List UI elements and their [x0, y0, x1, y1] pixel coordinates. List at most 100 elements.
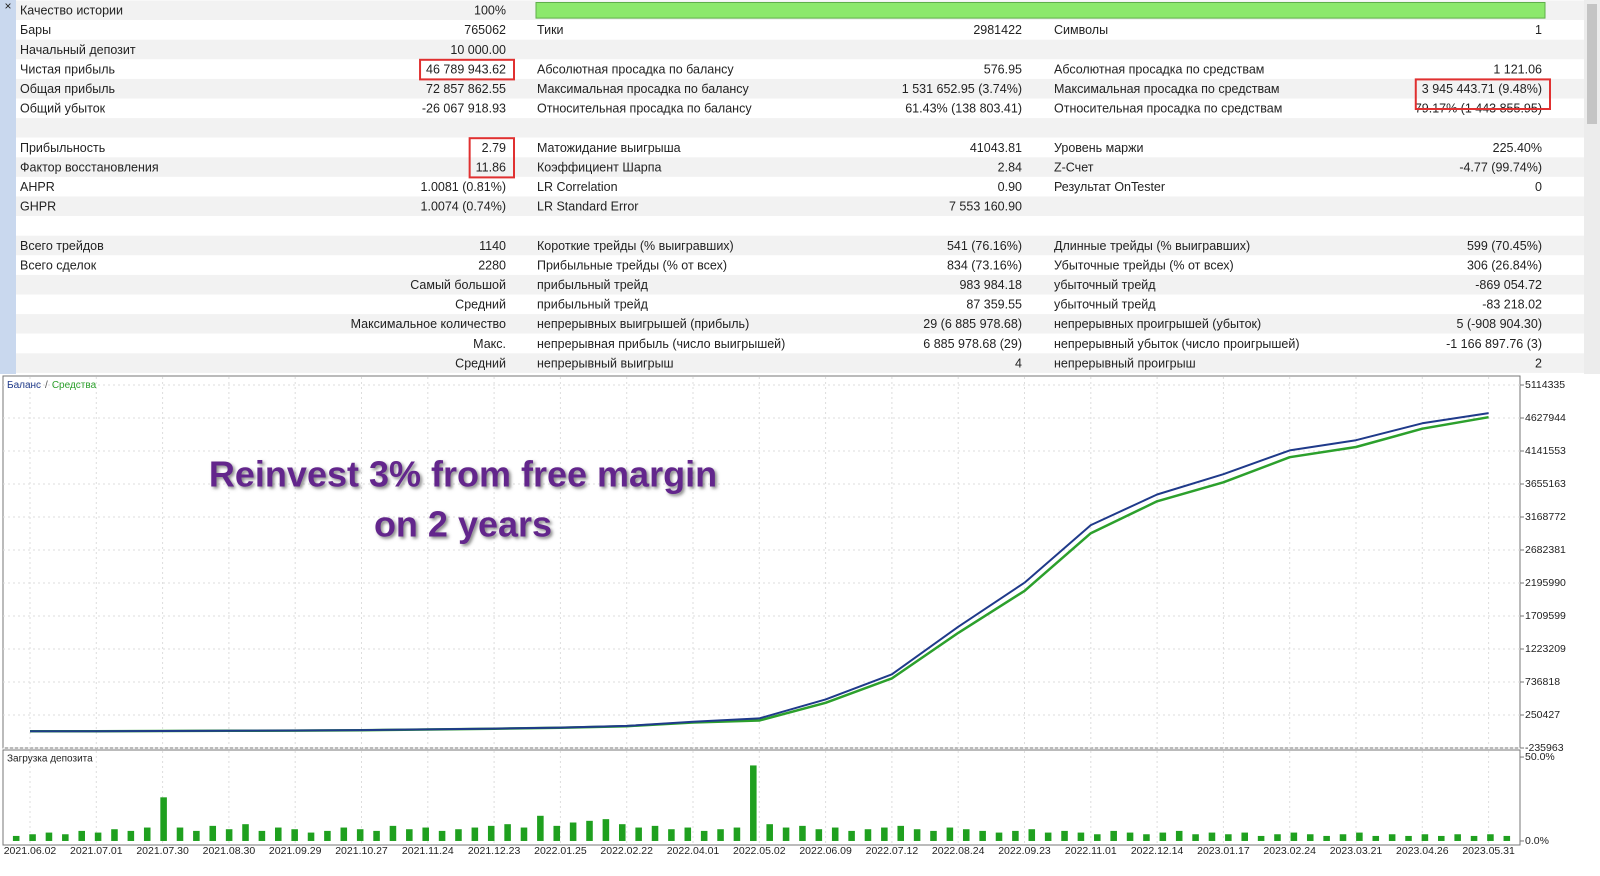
load-bar	[913, 829, 921, 841]
load-bar	[406, 829, 413, 841]
y-tick-label: 1223209	[1525, 643, 1566, 655]
load-bar	[422, 827, 429, 841]
cell-value: 29 (6 885 978.68)	[923, 317, 1022, 331]
load-bar	[1470, 835, 1478, 841]
cell-value: 306 (26.84%)	[1467, 258, 1542, 272]
load-bar	[62, 834, 69, 841]
load-bar	[848, 830, 855, 841]
table-row	[16, 216, 1584, 236]
y-tick-label: -235963	[1525, 742, 1564, 754]
load-bar	[1421, 834, 1429, 841]
cell-label: Прибыльность	[20, 141, 105, 155]
load-bar	[209, 825, 217, 841]
load-bar	[471, 827, 479, 841]
load-chart-frame	[2, 749, 1521, 846]
load-bar	[1438, 835, 1445, 841]
load-bar	[258, 830, 266, 841]
load-bar	[1503, 835, 1511, 841]
table-row	[16, 39, 1584, 60]
x-tick-label: 2021.12.23	[468, 845, 521, 857]
load-bar	[94, 832, 102, 841]
cell-label: Максимальное количество	[351, 317, 506, 331]
x-tick-label: 2022.11.01	[1065, 845, 1117, 857]
cell-label: Короткие трейды (% выигравших)	[537, 239, 734, 253]
load-bar	[487, 825, 495, 841]
charts: 5114335 4627944 4141553 3655163 3168772 26823…	[2, 375, 1566, 857]
cell-value: -26 067 918.93	[422, 102, 506, 116]
y-tick-label: 3655163	[1525, 478, 1566, 490]
y-tick-label: 4627944	[1525, 412, 1566, 424]
table-row	[16, 98, 1584, 119]
load-bar	[242, 824, 249, 841]
cell-label: Относительная просадка по средствам	[1054, 102, 1282, 116]
cell-value: 100%	[474, 4, 506, 18]
load-bar	[995, 832, 1003, 841]
y-tick-label: 2682381	[1525, 544, 1566, 556]
cell-label: Абсолютная просадка по средствам	[1054, 62, 1264, 76]
table-row	[16, 294, 1584, 315]
cell-value: 2.84	[998, 160, 1022, 174]
cell-label: Фактор восстановления	[20, 160, 159, 174]
cell-label: непрерывный выигрыш	[537, 356, 674, 370]
cell-label: Максимальная просадка по средствам	[1054, 82, 1280, 96]
load-bar	[111, 829, 118, 841]
cell-label: Z-Счет	[1054, 160, 1094, 174]
x-tick-label: 2022.08.24	[932, 845, 985, 857]
load-bar	[455, 829, 462, 841]
table-row	[16, 255, 1584, 275]
load-bar	[1405, 835, 1412, 841]
load-bar	[1306, 834, 1314, 841]
cell-label: прибыльный трейд	[537, 278, 649, 292]
load-bar	[193, 830, 200, 841]
load-bar	[717, 829, 724, 841]
load-bar	[962, 829, 970, 841]
cell-label: Прибыльные трейды (% от всех)	[537, 258, 727, 272]
cell-value: 2	[1535, 356, 1542, 370]
cell-value: 6 885 978.68 (29)	[923, 337, 1022, 351]
cell-value: 1.0074 (0.74%)	[421, 200, 506, 214]
load-bar	[930, 830, 937, 841]
load-bar	[127, 830, 135, 841]
close-button[interactable]: ×	[4, 0, 11, 13]
table-row	[16, 196, 1584, 217]
x-tick-label: 2023.05.31	[1462, 845, 1515, 857]
x-tick-label: 2021.07.01	[70, 845, 123, 857]
x-tick-label: 2022.01.25	[534, 845, 587, 857]
load-bar	[782, 827, 790, 841]
cell-value: 1140	[479, 239, 506, 253]
x-tick-label: 2021.11.24	[402, 845, 454, 857]
cell-value: 4	[1015, 356, 1022, 370]
table-row	[16, 137, 1584, 158]
cell-label: Символы	[1054, 23, 1108, 37]
x-tick-label: 2023.02.24	[1263, 845, 1316, 857]
x-tick-label: 2021.09.29	[269, 845, 322, 857]
table-row	[16, 78, 1584, 99]
load-bar	[1061, 830, 1068, 841]
load-bar	[1388, 834, 1396, 841]
load-bar	[553, 825, 561, 841]
cell-label: Всего трейдов	[20, 239, 104, 253]
cell-label: прибыльный трейд	[537, 298, 649, 312]
cell-value: 11.86	[476, 160, 506, 174]
cell-value: -1 166 897.76 (3)	[1446, 337, 1542, 351]
load-bar	[225, 829, 233, 841]
cell-label: Коэффициент Шарпа	[537, 160, 661, 174]
load-bar	[602, 819, 610, 841]
load-bar	[356, 829, 364, 841]
annotation: Reinvest 3% from free margin	[209, 454, 717, 495]
load-bar	[881, 827, 888, 841]
highlight-box	[1414, 78, 1551, 111]
scroll-thumb[interactable]	[1587, 4, 1597, 124]
x-tick-label: 2022.12.14	[1131, 845, 1184, 857]
load-bar	[1225, 834, 1232, 841]
balance-chart-frame	[2, 375, 1521, 749]
load-bar	[1192, 834, 1199, 841]
load-bar	[389, 825, 397, 841]
load-bar	[1012, 830, 1019, 841]
y-tick-label: 5114335	[1525, 379, 1565, 391]
cell-value: 5 (-908 904.30)	[1457, 317, 1542, 331]
cell-label: Самый большой	[410, 278, 506, 292]
cell-label: Средний	[455, 298, 506, 312]
load-bar	[1454, 834, 1461, 841]
